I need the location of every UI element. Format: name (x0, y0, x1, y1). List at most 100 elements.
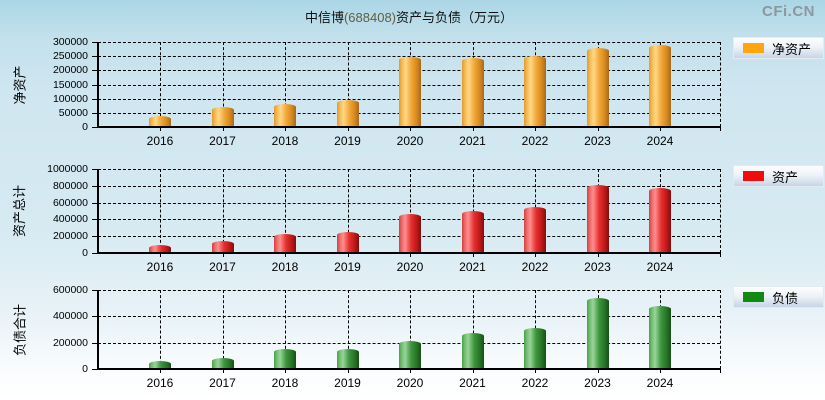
bar-2023 (586, 48, 609, 127)
y-axis-tick (92, 56, 98, 58)
title-company: 中信博 (304, 10, 344, 25)
x-tick-label: 2020 (396, 134, 424, 148)
bar-2022 (524, 55, 546, 127)
y-axis-tick (92, 290, 98, 291)
x-tick-label: 2024 (646, 376, 674, 390)
x-tick-label: 2023 (584, 260, 611, 274)
bar-2024 (649, 188, 671, 253)
x-axis-tick (660, 253, 661, 257)
y-axis-title: 负债合计 (12, 303, 27, 356)
bar-2022 (524, 206, 546, 253)
bar-2024 (649, 45, 671, 127)
bar-2016 (149, 361, 171, 369)
x-axis-tick (222, 127, 224, 131)
x-tick-label: 2021 (459, 260, 486, 274)
x-tick-label: 2017 (209, 134, 236, 148)
x-axis-tick (222, 253, 224, 257)
x-axis-tick (347, 253, 349, 257)
legend-swatch-icon (743, 292, 764, 302)
y-tick-label: 300000 (52, 36, 88, 48)
y-axis-tick (92, 169, 98, 170)
x-tick-label: 2024 (646, 260, 674, 274)
x-tick-label: 2016 (146, 260, 174, 274)
y-tick-label: 1000000 (47, 163, 88, 175)
bar-2019 (336, 231, 359, 253)
x-tick-label: 2018 (271, 260, 299, 274)
gridline-vertical (285, 290, 286, 369)
title-stock-code: (688408) (343, 10, 397, 25)
x-axis-tick (597, 127, 599, 131)
x-tick-label: 2022 (521, 376, 549, 390)
x-axis-tick (535, 253, 536, 257)
gridline-vertical (347, 169, 349, 253)
y-tick-label: 0 (82, 363, 88, 375)
bar-2021 (461, 210, 484, 253)
x-tick-label: 2019 (334, 376, 361, 390)
gridline-horizontal (98, 56, 720, 58)
x-axis-tick (222, 369, 224, 373)
y-tick-label: 100000 (52, 92, 88, 105)
x-axis-tick (597, 253, 599, 257)
bar-2020 (399, 340, 421, 369)
gridline-vertical (160, 290, 161, 369)
x-axis (97, 368, 720, 370)
x-axis (97, 126, 720, 128)
y-tick-label: 0 (82, 121, 88, 133)
x-axis-end-tick (720, 127, 721, 131)
legend-liabilities: 负债 (733, 286, 824, 308)
x-tick-label: 2022 (521, 134, 549, 148)
legend-label: 净资产 (772, 41, 812, 57)
x-axis-end-tick (720, 369, 721, 373)
x-axis-tick (535, 369, 536, 373)
x-tick-label: 2018 (271, 134, 299, 148)
y-axis-tick (92, 316, 98, 318)
y-tick-label: 50000 (58, 106, 88, 119)
bar-2019 (336, 99, 359, 127)
gridline-vertical (160, 42, 161, 127)
y-axis (97, 169, 99, 253)
y-axis-tick (92, 185, 98, 187)
gridline-vertical (222, 290, 224, 369)
x-axis-tick (160, 253, 161, 257)
x-tick-label: 2023 (584, 134, 611, 148)
x-tick-label: 2017 (209, 260, 236, 274)
x-axis-tick (472, 253, 474, 257)
bar-2023 (586, 297, 609, 369)
legend-net-assets: 净资产 (733, 37, 824, 59)
y-axis-tick (92, 202, 98, 204)
bar-2024 (649, 306, 671, 369)
legend-label: 资产 (772, 169, 799, 185)
x-axis-tick (410, 369, 411, 373)
x-tick-label: 2022 (521, 260, 549, 274)
y-axis-tick (92, 253, 98, 254)
bar-2020 (399, 214, 421, 253)
x-tick-label: 2019 (334, 260, 361, 274)
y-tick-label: 150000 (52, 78, 88, 91)
legend-swatch-icon (743, 171, 764, 181)
page-title: 中信博(688408)资产与负债（万元） (98, 7, 720, 26)
bar-2017 (211, 358, 234, 369)
y-axis-tick (92, 42, 98, 43)
x-tick-label: 2023 (584, 376, 611, 390)
bar-2021 (461, 332, 484, 369)
legend-label: 负债 (772, 290, 799, 306)
y-axis-tick (92, 236, 98, 238)
y-tick-label: 400000 (52, 213, 88, 226)
gridline-vertical (410, 290, 411, 369)
plot-right-edge (720, 169, 721, 253)
y-axis-tick (92, 98, 98, 100)
x-axis-tick (285, 253, 286, 257)
gridline-vertical (472, 290, 474, 369)
y-axis-tick (92, 369, 98, 370)
y-tick-label: 200000 (52, 230, 88, 243)
y-tick-label: 0 (82, 247, 88, 259)
gridline-horizontal (98, 169, 720, 170)
x-tick-label: 2020 (396, 376, 424, 390)
y-axis-title: 净资产 (12, 65, 27, 105)
bar-2019 (336, 348, 359, 369)
x-tick-label: 2024 (646, 134, 674, 148)
gridline-horizontal (98, 316, 720, 318)
x-axis-tick (160, 127, 161, 131)
x-tick-label: 2020 (396, 260, 424, 274)
y-tick-label: 250000 (52, 50, 88, 63)
